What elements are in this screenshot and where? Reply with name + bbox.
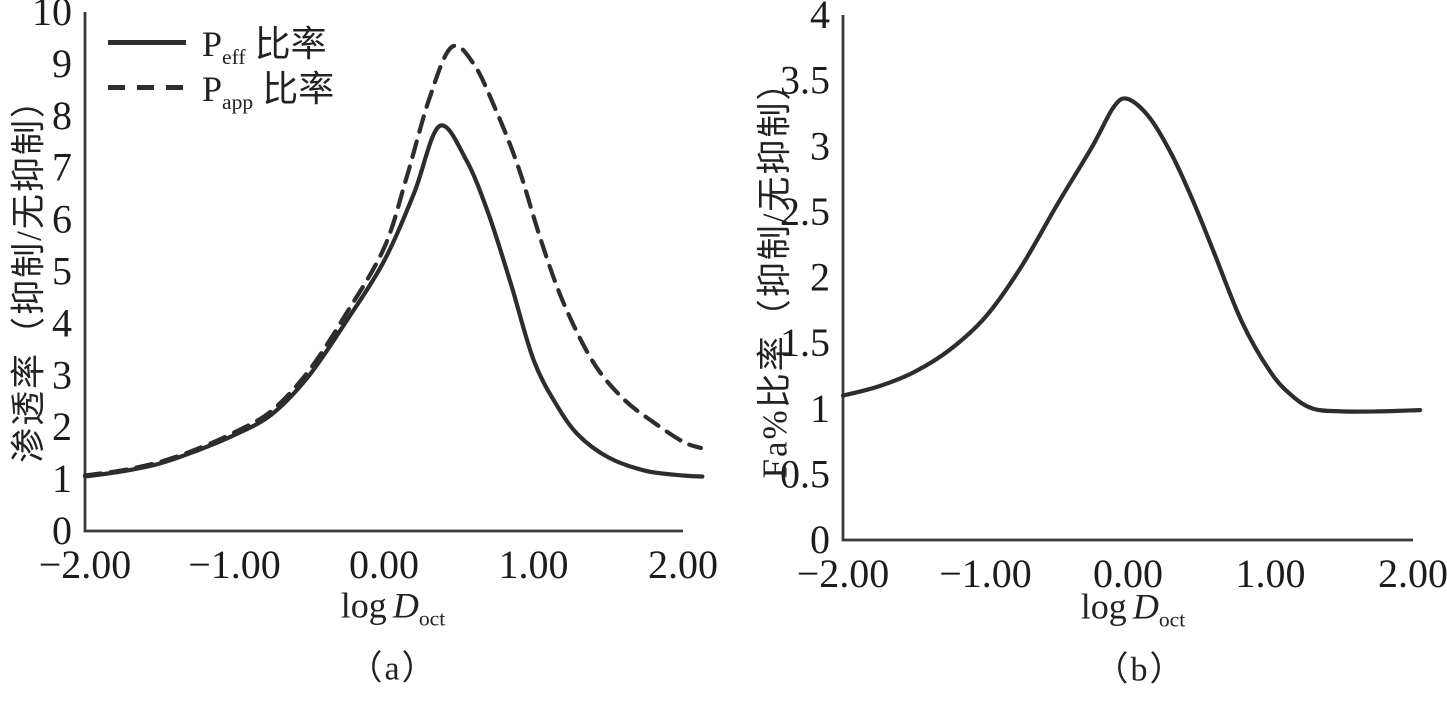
x-label-variable: D [1132,586,1159,627]
panel-b-plot-area: 0 0.5 1 1.5 2 2.5 3 3.5 4 −2.00 −1.00 0.00 1.00 2.00 [780,0,1447,596]
x-label-subscript: oct [1158,607,1186,632]
x-label-subscript: oct [418,606,446,631]
axes-line [841,15,1413,542]
y-tick-label: 8 [52,93,72,138]
legend-label-peff: Peff 比率 [202,15,327,70]
legend-item-peff: Peff 比率 [108,20,334,69]
x-tick-label: −1.00 [188,542,281,587]
y-tick-label: 6 [52,197,72,242]
panel-a-x-axis-label: log Doct [341,584,445,631]
panel-a-y-axis-label: 渗透率（抑制/无抑制） [9,81,49,463]
y-tick-label: 4 [52,300,72,345]
y-tick-label: 0 [52,508,72,553]
x-label-variable: D [392,585,419,626]
y-tick-label: 5 [52,249,72,294]
y-tick-label: 0.5 [780,451,830,496]
dashed-line-swatch [108,85,186,90]
x-tick-label: 2.00 [648,542,718,587]
y-tick-label: 2.5 [780,189,830,234]
legend-label-papp: Papp 比率 [202,60,334,115]
panel-b-x-axis-label: log Doct [1081,585,1185,632]
y-tick-label: 3.5 [780,58,830,103]
y-tick-label: 9 [52,41,72,86]
legend-series-suffix: 比率 [245,23,327,64]
x-tick-label: 1.00 [1236,551,1306,596]
y-tick-label: 1 [810,386,830,431]
x-label-func: log [1080,586,1127,627]
panel-a-caption: （a） [348,650,438,688]
x-label-func: log [340,585,387,626]
y-tick-label: 0 [810,517,830,562]
x-tick-label: −1.00 [939,551,1032,596]
y-tick-label: 2 [810,255,830,300]
legend-series-subscript: eff [222,45,246,70]
y-tick-label: 3 [810,123,830,168]
legend-item-papp: Papp 比率 [108,65,334,114]
x-tick-label: 0.00 [1093,551,1163,596]
x-tick-label: −2.00 [39,542,132,587]
legend-series-suffix: 比率 [253,68,335,109]
series-papp_ratio-curve [82,43,703,478]
legend-series-symbol: P [202,23,223,64]
y-tick-label: 1.5 [780,320,830,365]
axes-line [83,12,683,533]
x-tick-label: −2.00 [797,551,890,596]
panel-a-plot-area: 0 1 2 3 4 5 6 7 8 9 10 −2.00 −1.00 0.00 1.00 2.00 [32,0,718,587]
legend: Peff 比率 Papp 比率 [108,20,334,114]
x-tick-label: 1.00 [499,542,569,587]
solid-line-swatch [108,40,186,45]
y-tick-label: 2 [52,404,72,449]
y-tick-label: 4 [810,0,830,37]
y-tick-label: 10 [32,0,72,34]
x-tick-label: 0.00 [349,542,419,587]
y-tick-label: 7 [52,145,72,190]
y-tick-label: 1 [52,456,72,501]
legend-series-symbol: P [202,68,223,109]
y-tick-label: 3 [52,352,72,397]
series-fa_ratio-curve [840,96,1423,414]
series-peff_ratio-curve [82,123,705,479]
panel-b-caption: （b） [1094,651,1186,689]
legend-series-subscript: app [222,90,254,115]
x-tick-label: 2.00 [1378,551,1447,596]
panel-b-y-axis-label: Fa%比率（抑制/无抑制） [755,63,795,479]
